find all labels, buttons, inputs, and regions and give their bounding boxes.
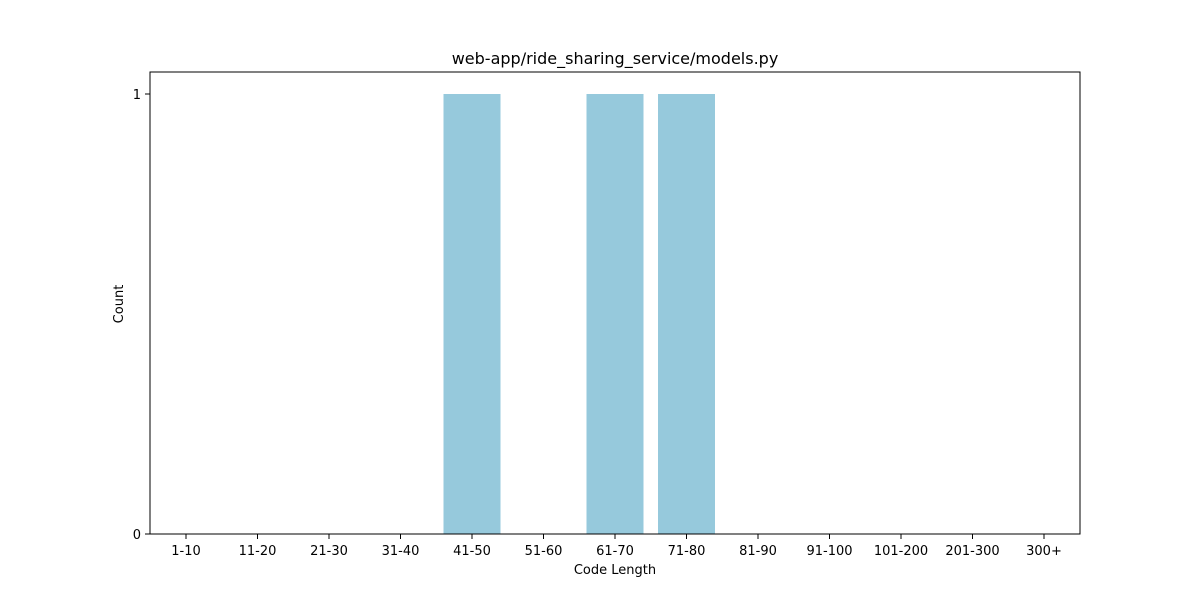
x-tick-label: 1-10 <box>171 544 201 559</box>
x-tick-label: 41-50 <box>453 544 491 559</box>
x-tick-label: 201-300 <box>945 544 999 559</box>
x-tick-label: 81-90 <box>739 544 777 559</box>
x-tick-label: 300+ <box>1026 544 1062 559</box>
x-axis: 1-10 11-20 21-30 31-40 41-50 51-60 61-70 71-80 8… <box>171 534 1062 559</box>
x-tick-label: 91-100 <box>806 544 852 559</box>
x-tick-label: 61-70 <box>596 544 634 559</box>
y-axis-label: Count <box>112 285 127 324</box>
y-tick-label: 1 <box>133 88 141 103</box>
x-axis-label: Code Length <box>574 563 656 578</box>
bar-61-70 <box>586 94 644 534</box>
y-axis: 01 <box>133 88 150 543</box>
y-tick-label: 0 <box>133 528 141 543</box>
x-tick-label: 101-200 <box>874 544 928 559</box>
x-tick-label: 51-60 <box>525 544 563 559</box>
x-tick-label: 31-40 <box>382 544 420 559</box>
bar-71-80 <box>658 94 715 534</box>
bars-group <box>443 94 715 534</box>
bar-41-50 <box>443 94 501 534</box>
chart-title: web-app/ride_sharing_service/models.py <box>452 49 779 69</box>
x-tick-label: 71-80 <box>668 544 706 559</box>
x-tick-label: 21-30 <box>310 544 348 559</box>
x-tick-label: 11-20 <box>239 544 277 559</box>
